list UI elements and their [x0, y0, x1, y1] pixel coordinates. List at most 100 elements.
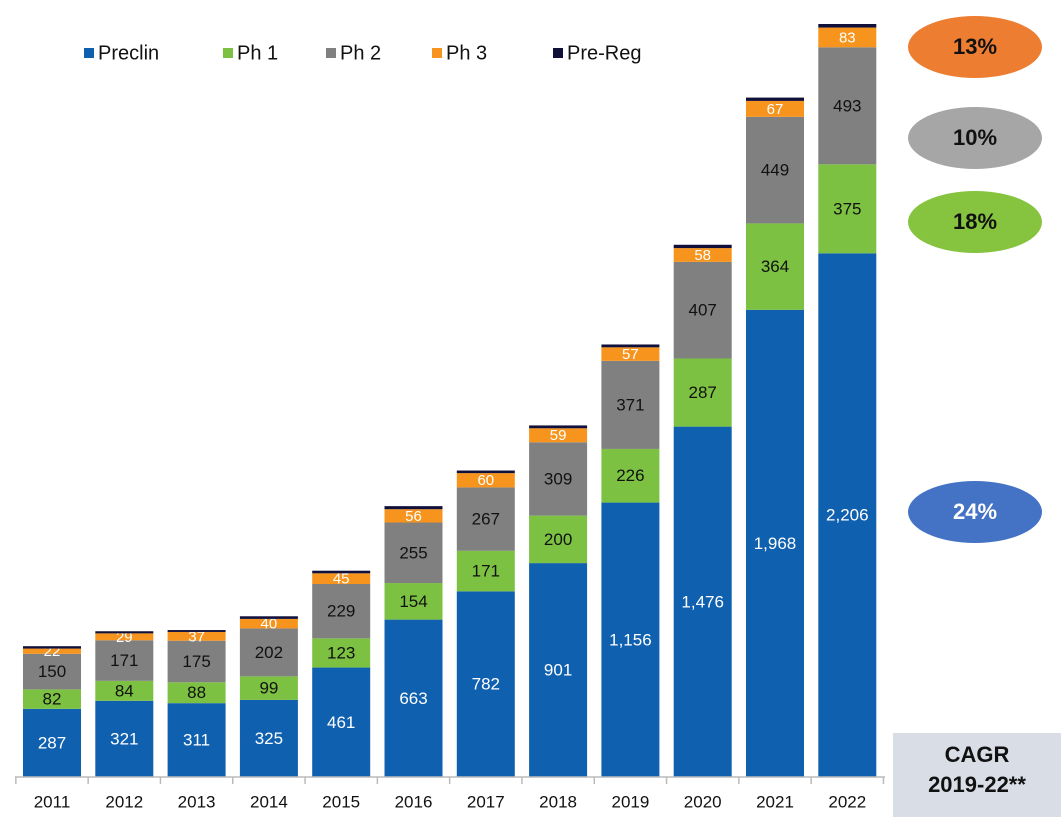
- bar-segment: [818, 47, 877, 165]
- bar-segment: [239, 699, 298, 777]
- cagr-value: 18%: [953, 209, 997, 234]
- bar-segment: [312, 584, 371, 639]
- data-label: 200: [544, 530, 572, 549]
- bar-segment: [529, 563, 588, 777]
- legend-swatch: [432, 48, 442, 58]
- legend-label: Ph 2: [340, 42, 381, 64]
- cagr-value: 13%: [953, 34, 997, 59]
- bar-segment: [456, 473, 515, 488]
- cagr-box-text: CAGR: [945, 742, 1010, 767]
- legend-swatch: [223, 48, 233, 58]
- bar-segment: [167, 631, 226, 641]
- data-label: 663: [399, 689, 427, 708]
- bar-segment: [529, 428, 588, 443]
- bar-segment: [23, 689, 81, 709]
- data-label: 99: [259, 679, 278, 698]
- data-label: 84: [115, 681, 134, 700]
- bar-segment: [239, 676, 298, 700]
- bar-segment: [23, 648, 81, 654]
- legend-label: Preclin: [98, 42, 159, 64]
- x-tick-label: 2012: [105, 792, 143, 811]
- data-label: 45: [333, 571, 350, 588]
- data-label: 1,476: [681, 592, 724, 611]
- legend-swatch: [553, 48, 563, 58]
- bar-segment: [456, 591, 515, 777]
- data-label: 1,156: [609, 630, 652, 649]
- bar-segment: [601, 502, 660, 777]
- data-label: 321: [110, 729, 138, 748]
- cagr-box: [893, 733, 1061, 817]
- bar-segment: [529, 515, 588, 564]
- bar-segment: [23, 646, 81, 649]
- bar-segment: [167, 682, 226, 704]
- x-tick-label: 2021: [756, 792, 794, 811]
- bar-segment: [529, 442, 588, 516]
- bar-segment: [312, 573, 371, 585]
- data-label: 267: [472, 510, 500, 529]
- data-label: 461: [327, 713, 355, 732]
- cagr-bubble: [908, 16, 1042, 78]
- data-label: 311: [183, 731, 210, 750]
- bar-segment: [818, 24, 877, 28]
- bar-segment: [456, 470, 515, 474]
- bar-segment: [746, 100, 804, 117]
- bar-segment: [746, 116, 804, 224]
- bar-segment: [95, 631, 154, 634]
- bar-segment: [746, 97, 804, 101]
- data-label: 782: [472, 675, 500, 694]
- bar-segment: [384, 619, 443, 777]
- bar-segment: [239, 618, 298, 629]
- data-label: 325: [255, 729, 283, 748]
- data-label: 56: [405, 508, 422, 525]
- x-tick-label: 2015: [322, 792, 360, 811]
- x-tick-label: 2020: [684, 792, 722, 811]
- data-label: 202: [255, 643, 283, 662]
- data-label: 2,206: [826, 506, 869, 525]
- bar-segment: [23, 653, 81, 690]
- data-label: 123: [327, 643, 355, 662]
- data-label: 171: [110, 651, 138, 670]
- data-label: 229: [327, 602, 355, 621]
- data-label: 22: [44, 643, 61, 660]
- data-label: 364: [761, 257, 789, 276]
- x-tick-label: 2011: [34, 792, 71, 811]
- bar-segment: [239, 616, 298, 619]
- x-tick-label: 2013: [178, 792, 216, 811]
- bar-segment: [384, 506, 443, 510]
- bar-segment: [673, 261, 732, 359]
- cagr-bubble: [908, 191, 1042, 253]
- bar-segment: [818, 164, 877, 254]
- bar-segment: [818, 253, 877, 777]
- bar-segment: [95, 640, 154, 681]
- bar-segment: [384, 509, 443, 523]
- data-label: 407: [689, 301, 717, 320]
- bar-segment: [95, 633, 154, 641]
- data-label: 255: [399, 543, 427, 562]
- bar-segment: [384, 522, 443, 584]
- bar-segment: [384, 583, 443, 620]
- bar-segment: [95, 700, 154, 777]
- legend-swatch: [84, 48, 94, 58]
- data-label: 287: [38, 733, 66, 752]
- data-label: 175: [182, 652, 210, 671]
- data-label: 57: [622, 346, 639, 363]
- cagr-bubble: [908, 481, 1042, 543]
- bar-segment: [456, 487, 515, 551]
- bar-segment: [673, 248, 732, 262]
- data-label: 1,968: [754, 534, 797, 553]
- legend-swatch: [326, 48, 336, 58]
- x-tick-label: 2014: [250, 792, 288, 811]
- legend-label: Pre-Reg: [567, 42, 641, 64]
- data-label: 371: [616, 395, 644, 414]
- cagr-box-text: 2019-22**: [928, 772, 1026, 797]
- bar-segment: [673, 244, 732, 249]
- data-label: 37: [188, 628, 205, 645]
- data-label: 493: [833, 96, 861, 115]
- data-label: 150: [38, 662, 66, 681]
- cagr-value: 24%: [953, 499, 997, 524]
- data-label: 309: [544, 469, 572, 488]
- data-label: 58: [694, 247, 711, 264]
- bar-segment: [818, 27, 877, 48]
- bar-segment: [239, 628, 298, 677]
- bar-segment: [312, 570, 371, 574]
